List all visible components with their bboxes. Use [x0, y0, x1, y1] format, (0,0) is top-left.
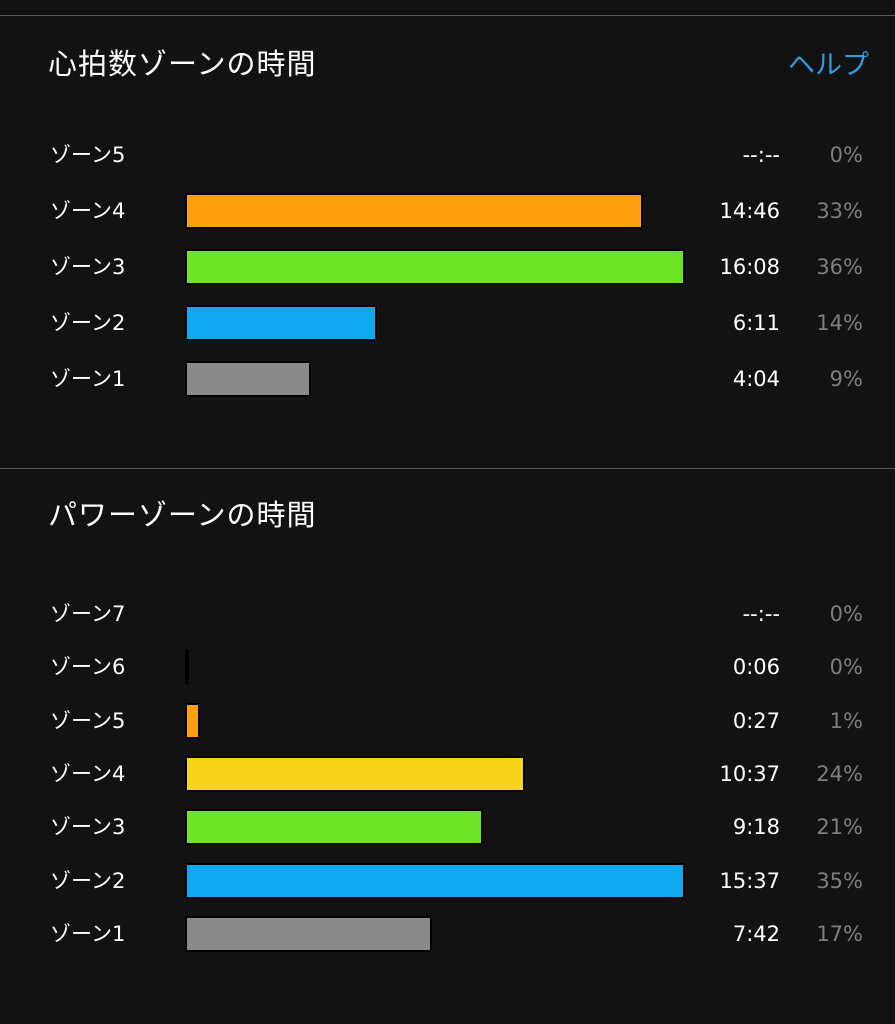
zone-label: ゾーン3 [50, 815, 126, 840]
zone-row: ゾーン5 --:-- 0% [0, 135, 895, 175]
heart-rate-zone-section: 心拍数ゾーンの時間 ヘルプ ゾーン5 --:-- 0% ゾーン4 14:46 33% ゾーン… [0, 16, 895, 468]
zone-time: 7:42 [732, 921, 780, 946]
zone-time: 16:08 [719, 255, 780, 279]
zone-row: ゾーン7 --:-- 0% [0, 594, 895, 634]
zone-label: ゾーン2 [50, 868, 126, 893]
top-divider [0, 15, 895, 16]
zone-row: ゾーン4 14:46 33% [0, 191, 895, 231]
zone-label: ゾーン3 [50, 255, 126, 279]
zone-percent: 33% [816, 199, 863, 223]
zone-bar [185, 361, 311, 397]
zone-bar [185, 249, 685, 285]
zone-percent: 0% [829, 602, 863, 626]
zone-bar [185, 193, 643, 229]
zone-bar [185, 862, 685, 899]
zone-label: ゾーン4 [50, 761, 126, 786]
zone-percent: 1% [829, 708, 863, 733]
zone-label: ゾーン1 [50, 367, 126, 391]
zone-bar [185, 305, 377, 341]
zone-label: ゾーン5 [50, 143, 126, 167]
zone-bar [185, 755, 525, 792]
zone-row: ゾーン3 9:18 21% [0, 807, 895, 847]
zone-time: 6:11 [732, 311, 780, 335]
zone-percent: 0% [829, 143, 863, 167]
zone-row: ゾーン2 6:11 14% [0, 303, 895, 343]
zone-label: ゾーン5 [50, 708, 126, 733]
zone-label: ゾーン1 [50, 921, 126, 946]
zone-row: ゾーン1 4:04 9% [0, 359, 895, 399]
zone-label: ゾーン6 [50, 655, 126, 680]
zone-time: 14:46 [719, 199, 780, 223]
zone-row: ゾーン4 10:37 24% [0, 754, 895, 794]
zone-percent: 14% [816, 311, 863, 335]
zone-percent: 35% [816, 868, 863, 893]
zone-time: --:-- [742, 143, 780, 167]
zone-percent: 21% [816, 815, 863, 840]
zone-percent: 17% [816, 921, 863, 946]
zone-percent: 0% [829, 655, 863, 680]
zone-row: ゾーン2 15:37 35% [0, 861, 895, 901]
help-link[interactable]: ヘルプ [788, 50, 869, 81]
zone-percent: 24% [816, 761, 863, 786]
zone-time: 4:04 [732, 367, 780, 391]
heart-rate-section-title: 心拍数ゾーンの時間 [48, 47, 317, 81]
zone-bar [185, 809, 483, 846]
zone-time: 0:27 [732, 708, 780, 733]
zone-percent: 9% [829, 367, 863, 391]
power-zone-section: パワーゾーンの時間 ゾーン7 --:-- 0% ゾーン6 0:06 0% ゾーン5 0:27 1… [0, 469, 895, 1024]
zone-row: ゾーン3 16:08 36% [0, 247, 895, 287]
zone-bar [185, 702, 200, 739]
zone-time: 9:18 [732, 815, 780, 840]
zone-row: ゾーン1 7:42 17% [0, 914, 895, 954]
zone-bar [185, 915, 432, 952]
zone-time: 0:06 [732, 655, 780, 680]
zone-label: ゾーン2 [50, 311, 126, 335]
zone-bar [185, 649, 189, 686]
zone-row: ゾーン5 0:27 1% [0, 701, 895, 741]
zone-label: ゾーン7 [50, 602, 126, 626]
zone-percent: 36% [816, 255, 863, 279]
zone-row: ゾーン6 0:06 0% [0, 647, 895, 687]
zone-time: 10:37 [719, 761, 780, 786]
zone-time: --:-- [742, 602, 780, 626]
section-divider [0, 468, 895, 469]
zone-time: 15:37 [719, 868, 780, 893]
power-section-title: パワーゾーンの時間 [48, 498, 317, 532]
zone-label: ゾーン4 [50, 199, 126, 223]
